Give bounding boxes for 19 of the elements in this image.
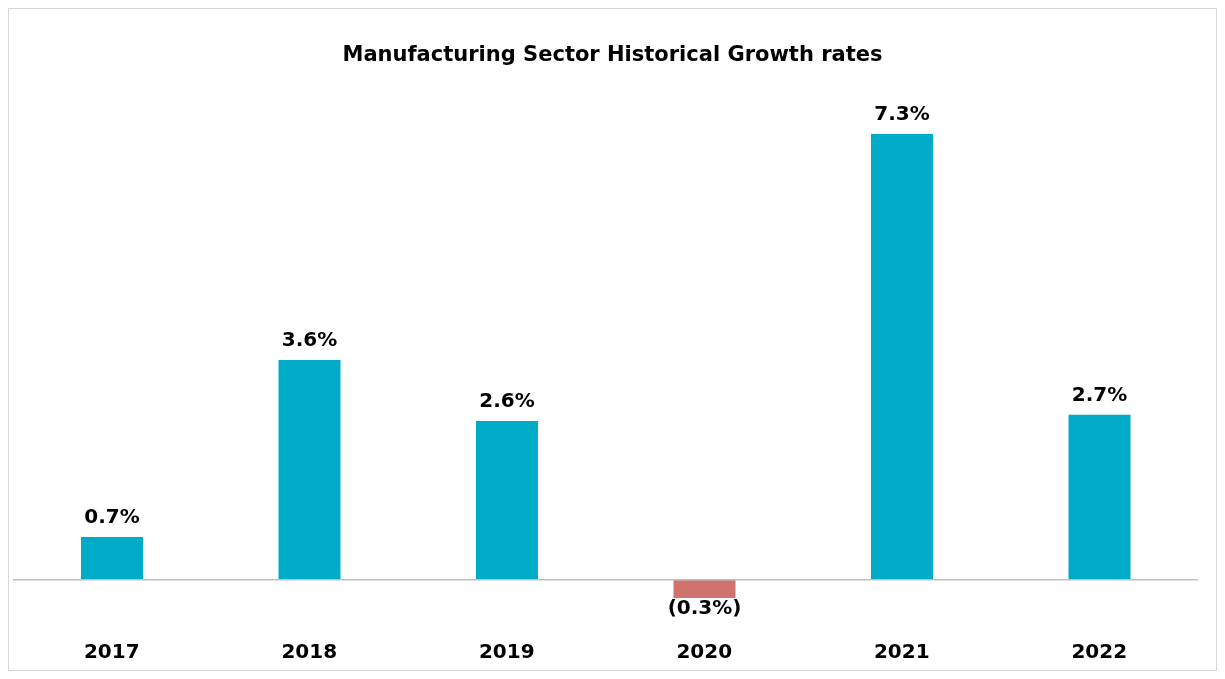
data-label: 2.7% (1071, 381, 1128, 406)
x-tick-label: 2022 (1071, 639, 1128, 663)
bar (81, 536, 143, 580)
data-label: (0.3%) (667, 594, 742, 619)
x-tick-label: 2021 (873, 639, 930, 663)
data-label: 0.7% (84, 503, 140, 528)
data-label: 7.3% (874, 101, 930, 125)
bar (1068, 414, 1131, 580)
bar (673, 579, 736, 598)
data-label: 3.6% (281, 326, 338, 351)
bar (476, 420, 538, 580)
chart-title: Manufacturing Sector Historical Growth rates (341, 41, 884, 68)
data-label: 2.6% (479, 387, 535, 412)
bar (871, 134, 933, 580)
x-tick-label: 2017 (83, 639, 140, 663)
x-tick-label: 2020 (676, 639, 733, 663)
x-tick-label: 2018 (281, 639, 338, 663)
x-tick-label: 2019 (478, 639, 535, 663)
bar (278, 359, 341, 580)
